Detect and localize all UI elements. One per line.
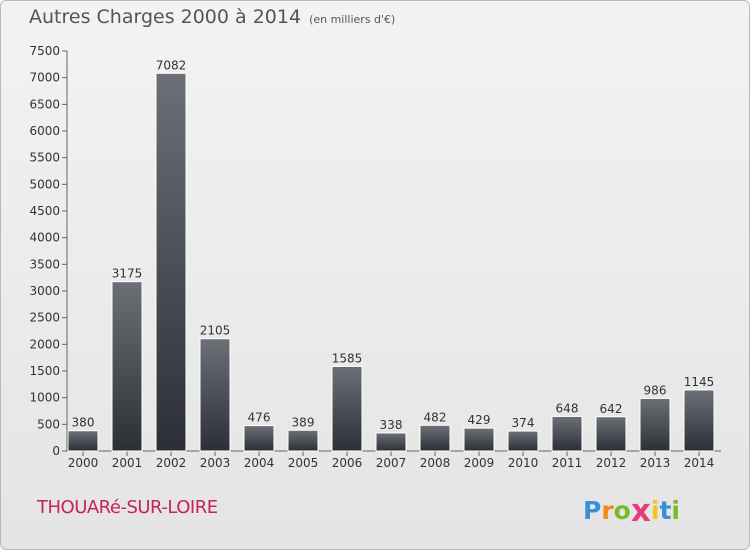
data-label-2005: 389 — [292, 415, 315, 429]
y-tick-label: 5000 — [29, 177, 60, 191]
data-label-2002: 7082 — [156, 58, 187, 72]
logo-letter: r — [601, 496, 614, 525]
x-tick-label: 2009 — [464, 456, 495, 470]
bar-2012 — [595, 416, 627, 452]
bar-2009 — [463, 427, 495, 452]
data-label-2014: 1145 — [684, 375, 715, 389]
logo-letter: i — [650, 496, 660, 525]
logo-letter: t — [659, 496, 672, 525]
data-label-2009: 429 — [468, 413, 491, 427]
y-tick-label: 6000 — [29, 124, 60, 138]
y-tick-label: 0 — [52, 444, 60, 458]
logo-letter: x — [630, 493, 651, 529]
x-tick-label: 2013 — [640, 456, 671, 470]
bar-2014 — [683, 389, 715, 452]
logo-letter: P — [583, 496, 602, 525]
bar-2010 — [507, 430, 539, 452]
bar-2002 — [155, 72, 187, 452]
y-tick-label: 7500 — [29, 44, 60, 58]
x-tick-label: 2002 — [156, 456, 187, 470]
x-tick-label: 2004 — [244, 456, 275, 470]
bars — [67, 72, 715, 452]
bar-2008 — [419, 424, 451, 452]
bar-2007 — [375, 432, 407, 452]
x-tick-label: 2007 — [376, 456, 407, 470]
logo-letter: i — [671, 496, 680, 525]
bar-2005 — [287, 429, 319, 452]
data-label-2013: 986 — [644, 383, 667, 397]
data-label-2006: 1585 — [332, 351, 363, 365]
x-axis: 2000 2001 2002 2003 2004 2005 2006 2007 2008 2009… — [67, 450, 721, 470]
y-tick-label: 2000 — [29, 337, 60, 351]
x-tick-label: 2012 — [596, 456, 627, 470]
chart-title-block: Autres Charges 2000 à 2014 (en milliers d… — [29, 6, 395, 28]
logo-letter: o — [613, 496, 631, 525]
bar-2003 — [199, 338, 231, 452]
y-tick-label: 500 — [37, 417, 60, 431]
y-tick-label: 4500 — [29, 204, 60, 218]
y-axis: 0 500 1000 1500 2000 2500 3000 3500 4000 4500 5000… — [29, 44, 68, 458]
data-label-2007: 338 — [380, 418, 403, 432]
y-tick-label: 7000 — [29, 71, 60, 85]
x-tick-label: 2000 — [68, 456, 99, 470]
data-labels: 380 3175 7082 2105 476 389 1585 338 482 429 374 648… — [72, 58, 715, 432]
y-tick-label: 5500 — [29, 151, 60, 165]
x-tick-label: 2006 — [332, 456, 363, 470]
city-name: THOUARé-SUR-LOIRE — [37, 497, 218, 518]
y-tick-label: 1000 — [29, 391, 60, 405]
data-label-2003: 2105 — [200, 324, 231, 338]
y-tick-label: 1500 — [29, 364, 60, 378]
x-tick-label: 2003 — [200, 456, 231, 470]
x-tick-label: 2011 — [552, 456, 583, 470]
data-label-2001: 3175 — [112, 267, 143, 281]
bar-2001 — [111, 281, 143, 452]
x-tick-label: 2001 — [112, 456, 143, 470]
x-tick-label: 2008 — [420, 456, 451, 470]
data-label-2012: 642 — [600, 402, 623, 416]
y-tick-label: 3000 — [29, 284, 60, 298]
y-tick-label: 4000 — [29, 231, 60, 245]
x-tick-label: 2014 — [684, 456, 715, 470]
data-label-2008: 482 — [424, 410, 447, 424]
bar-2006 — [331, 365, 363, 452]
data-label-2011: 648 — [556, 401, 579, 415]
data-label-2010: 374 — [512, 416, 535, 430]
bar-2011 — [551, 415, 583, 452]
data-label-2004: 476 — [248, 411, 271, 425]
chart-title: Autres Charges 2000 à 2014 — [29, 6, 302, 28]
data-label-2000: 380 — [72, 416, 95, 430]
chart-unit: (en milliers d'€) — [309, 13, 396, 26]
y-tick-label: 6500 — [29, 97, 60, 111]
bar-2004 — [243, 425, 275, 452]
x-tick-label: 2005 — [288, 456, 319, 470]
y-tick-label: 2500 — [29, 311, 60, 325]
proxiti-logo[interactable]: Proxiti — [583, 491, 680, 529]
y-tick-label: 3500 — [29, 257, 60, 271]
x-tick-label: 2010 — [508, 456, 539, 470]
bar-2013 — [639, 397, 671, 452]
bar-2000 — [67, 430, 99, 452]
